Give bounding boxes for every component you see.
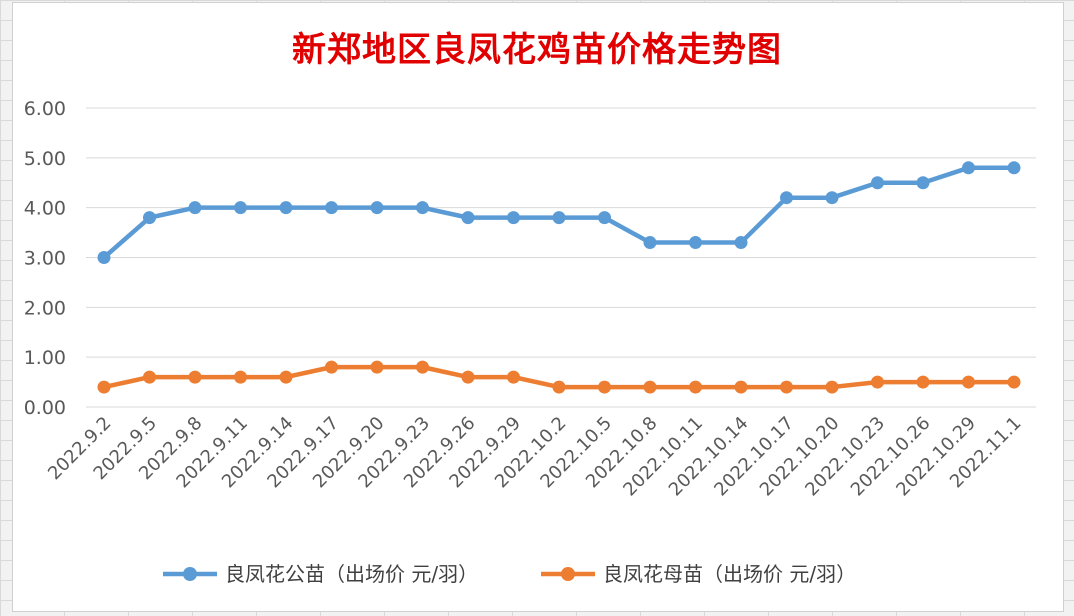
data-point [871, 176, 884, 190]
data-point [1007, 375, 1021, 389]
legend-label: 良凤花母苗（出场价 元/羽） [603, 562, 856, 586]
data-point [734, 380, 748, 394]
y-tick-label: 6.00 [24, 98, 66, 120]
data-point [188, 370, 202, 384]
data-point [643, 380, 657, 394]
data-point [279, 370, 293, 384]
data-point [234, 201, 247, 215]
y-tick-label: 3.00 [24, 248, 66, 270]
y-tick-label: 1.00 [24, 347, 66, 369]
data-point [916, 375, 930, 389]
data-point [370, 360, 384, 374]
y-tick-label: 4.00 [24, 198, 66, 220]
data-point [643, 236, 657, 250]
data-point [507, 370, 520, 384]
data-point [962, 161, 975, 175]
y-axis-ticks: 0.00 1.00 2.00 3.00 4.00 5.00 6.00 [24, 98, 66, 419]
data-point [689, 236, 702, 250]
data-point [552, 380, 566, 394]
data-point [97, 251, 111, 264]
data-point [962, 375, 975, 389]
series-0 [97, 161, 1021, 264]
data-point [734, 236, 748, 250]
data-point [461, 370, 475, 384]
legend-item: 良凤花公苗（出场价 元/羽） [163, 562, 478, 586]
data-point [552, 211, 566, 225]
legend: 良凤花公苗（出场价 元/羽） 良凤花母苗（出场价 元/羽） [163, 562, 856, 586]
data-point [689, 380, 702, 394]
legend-item: 良凤花母苗（出场价 元/羽） [541, 562, 856, 586]
data-point [780, 191, 793, 205]
data-point [780, 380, 793, 394]
chart-title: 新郑地区良凤花鸡苗价格走势图 [292, 30, 782, 70]
y-tick-label: 5.00 [24, 148, 66, 170]
x-axis-ticks: 2022.9.22022.9.52022.9.82022.9.112022.9.… [44, 413, 1026, 501]
y-tick-label: 0.00 [24, 397, 66, 419]
legend-label: 良凤花公苗（出场价 元/羽） [225, 562, 478, 586]
data-point [279, 201, 293, 215]
data-point [97, 380, 111, 394]
data-point [188, 201, 202, 215]
data-point [234, 370, 247, 384]
data-point [871, 375, 884, 389]
data-point [507, 211, 520, 225]
gridlines [86, 107, 1036, 408]
data-point [825, 191, 839, 205]
data-point [416, 201, 429, 215]
legend-marker [183, 567, 197, 581]
data-point [598, 211, 611, 225]
data-point [598, 380, 611, 394]
data-point [325, 201, 338, 215]
data-point [416, 360, 429, 374]
series-1 [97, 360, 1021, 394]
data-point [143, 211, 156, 225]
data-point [825, 380, 839, 394]
data-point [143, 370, 156, 384]
data-point [916, 176, 930, 190]
data-point [1007, 161, 1021, 175]
data-point [461, 211, 475, 225]
legend-marker [561, 567, 575, 581]
y-tick-label: 2.00 [24, 297, 66, 319]
data-point [325, 360, 338, 374]
data-point [370, 201, 384, 215]
series-group [97, 161, 1021, 394]
